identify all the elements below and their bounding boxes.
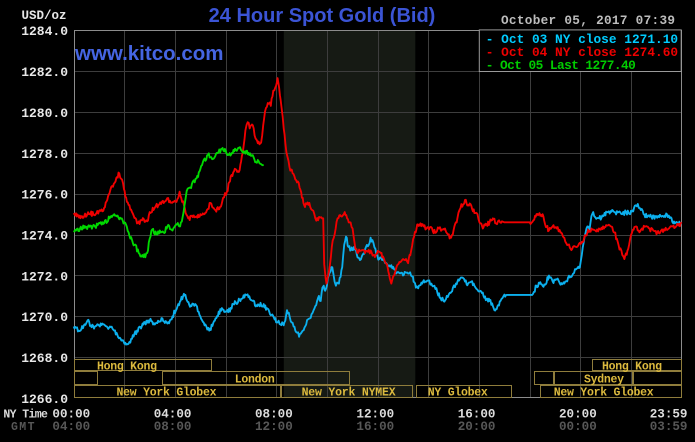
svg-text:1278.0: 1278.0 [21,147,68,162]
svg-text:08:00: 08:00 [255,407,293,421]
svg-text:1284.0: 1284.0 [21,24,68,39]
svg-text:16:00: 16:00 [356,420,394,434]
svg-text:23:59: 23:59 [650,407,688,421]
svg-text:New York Globex: New York Globex [117,387,217,400]
svg-text:New York Globex: New York Globex [554,387,654,400]
svg-text:1282.0: 1282.0 [21,65,68,80]
svg-text:03:59: 03:59 [650,420,688,434]
svg-text:1272.0: 1272.0 [21,269,68,284]
svg-text:- Oct 05 Last 1277.40: - Oct 05 Last 1277.40 [486,58,636,73]
svg-text:16:00: 16:00 [458,407,496,421]
svg-text:Sydney: Sydney [584,373,624,386]
svg-text:Hong Kong: Hong Kong [602,360,662,373]
svg-text:08:00: 08:00 [154,420,192,434]
svg-text:- Oct 04 NY close 1274.60: - Oct 04 NY close 1274.60 [486,45,678,60]
svg-text:NY Time: NY Time [3,408,48,421]
svg-text:- Oct 03 NY close 1271.10: - Oct 03 NY close 1271.10 [486,32,678,47]
svg-text:1274.0: 1274.0 [21,229,68,244]
svg-text:www.kitco.com: www.kitco.com [74,42,223,65]
svg-text:1280.0: 1280.0 [21,106,68,121]
svg-text:London: London [235,373,275,386]
svg-text:USD/oz: USD/oz [22,9,67,23]
svg-text:GMT: GMT [11,421,35,434]
svg-text:1266.0: 1266.0 [21,392,68,407]
svg-text:1270.0: 1270.0 [21,310,68,325]
svg-text:04:00: 04:00 [52,420,90,434]
svg-text:24 Hour Spot Gold (Bid): 24 Hour Spot Gold (Bid) [209,5,436,27]
svg-text:October 05, 2017 07:39: October 05, 2017 07:39 [501,13,675,28]
svg-text:12:00: 12:00 [255,420,293,434]
svg-text:20:00: 20:00 [559,407,597,421]
svg-text:00:00: 00:00 [52,407,90,421]
svg-text:Hong Kong: Hong Kong [97,360,157,373]
svg-text:00:00: 00:00 [559,420,597,434]
svg-text:04:00: 04:00 [154,407,192,421]
svg-text:12:00: 12:00 [356,407,394,421]
svg-text:New York NYMEX: New York NYMEX [302,387,396,400]
svg-text:20:00: 20:00 [458,420,496,434]
svg-text:1276.0: 1276.0 [21,188,68,203]
svg-text:1268.0: 1268.0 [21,351,68,366]
svg-text:NY Globex: NY Globex [428,387,488,400]
